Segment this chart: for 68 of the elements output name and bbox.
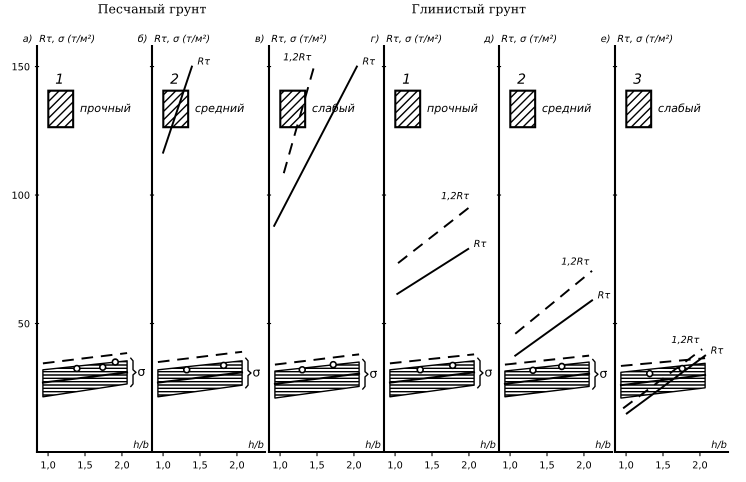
x-tick-label: 1,5 xyxy=(78,461,92,470)
x-tick-label: 1,0 xyxy=(273,461,288,470)
y-axis-title: Rτ, σ (т/м²) xyxy=(386,34,442,44)
legend-label: σ xyxy=(253,370,260,377)
point xyxy=(98,363,107,371)
text: а) xyxy=(23,34,32,44)
x-axis-title: h/b xyxy=(480,440,496,449)
x-axis-title: h/b xyxy=(134,440,148,449)
x-tick-label: 2,0 xyxy=(692,461,708,470)
text: б) xyxy=(138,34,146,44)
annotation: средний xyxy=(542,104,591,114)
y-axis-title: Rτ, σ (т/м²) xyxy=(618,34,672,44)
x-tick-label: 2,0 xyxy=(576,461,592,470)
text: д) xyxy=(484,34,494,44)
annotation: 1 xyxy=(402,74,409,84)
annotation: 2 xyxy=(517,73,526,84)
x-tick-label: 2,0 xyxy=(114,461,130,470)
x-tick-label: 1,5 xyxy=(656,461,670,470)
annotation: средний xyxy=(195,104,244,114)
annotation: 1 xyxy=(56,74,62,84)
text: в) xyxy=(255,34,264,44)
x-tick-label: 1,5 xyxy=(193,461,207,470)
y-axis-title: Rτ, σ (т/м²) xyxy=(502,34,556,44)
y-tick-label: 100 xyxy=(12,192,30,199)
text: е) xyxy=(601,34,610,44)
series-label: σ xyxy=(485,370,492,377)
x-tick-label: 1,0 xyxy=(388,461,402,470)
x-axis-title: h/b xyxy=(712,440,726,449)
series-label: Rτ xyxy=(474,240,486,247)
y-tick-label: 150 xyxy=(12,63,30,70)
annotation: прочный xyxy=(427,104,478,114)
series-label: 1,2Rτ xyxy=(562,257,590,266)
series-label: 1,2Rτ xyxy=(442,192,470,200)
x-tick-label: 2,0 xyxy=(346,461,362,470)
x-tick-label: 1,5 xyxy=(540,461,554,470)
series-label: Rτ xyxy=(598,291,610,298)
y-axis-title: Rτ, σ (т/м²) xyxy=(40,34,94,44)
series-label: 1,2Rτ xyxy=(672,336,700,344)
annotation: 2 xyxy=(170,73,178,84)
chart-title: Глинистый грунт xyxy=(412,4,526,16)
series-label: Rτ xyxy=(710,346,724,354)
x-axis-title: h/b xyxy=(596,440,610,449)
annotation: 3 xyxy=(633,73,642,84)
y-axis-title: Rτ, σ (т/м²) xyxy=(272,34,326,44)
x-tick-label: 2,0 xyxy=(462,461,476,470)
y-tick-label: 50 xyxy=(18,320,30,328)
x-tick-label: 1,0 xyxy=(156,461,170,470)
series-label: Rτ xyxy=(198,57,210,65)
x-axis-title: h/b xyxy=(366,440,380,449)
x-tick-label: 1,5 xyxy=(310,461,324,470)
legend-label: σ xyxy=(370,370,377,378)
point xyxy=(112,358,120,366)
x-tick-label: 1,0 xyxy=(619,461,634,470)
x-tick-label: 1,0 xyxy=(41,461,56,470)
x-axis-title: h/b xyxy=(248,440,264,449)
chart-title: Песчаный грунт xyxy=(98,4,206,16)
x-tick-label: 1,0 xyxy=(503,461,518,470)
legend-label: σ xyxy=(138,368,145,376)
series-label: σ xyxy=(600,370,607,378)
text: г) xyxy=(370,34,378,44)
series-label: 1,2Rτ xyxy=(284,53,312,62)
point xyxy=(73,364,81,372)
x-tick-label: 2,0 xyxy=(230,461,244,470)
series-label: Rτ xyxy=(362,57,376,65)
annotation: прочный xyxy=(80,104,130,114)
x-tick-label: 1,5 xyxy=(425,461,439,470)
annotation: слабый xyxy=(658,103,700,112)
y-axis-title: Rτ, σ (т/м²) xyxy=(154,34,210,44)
